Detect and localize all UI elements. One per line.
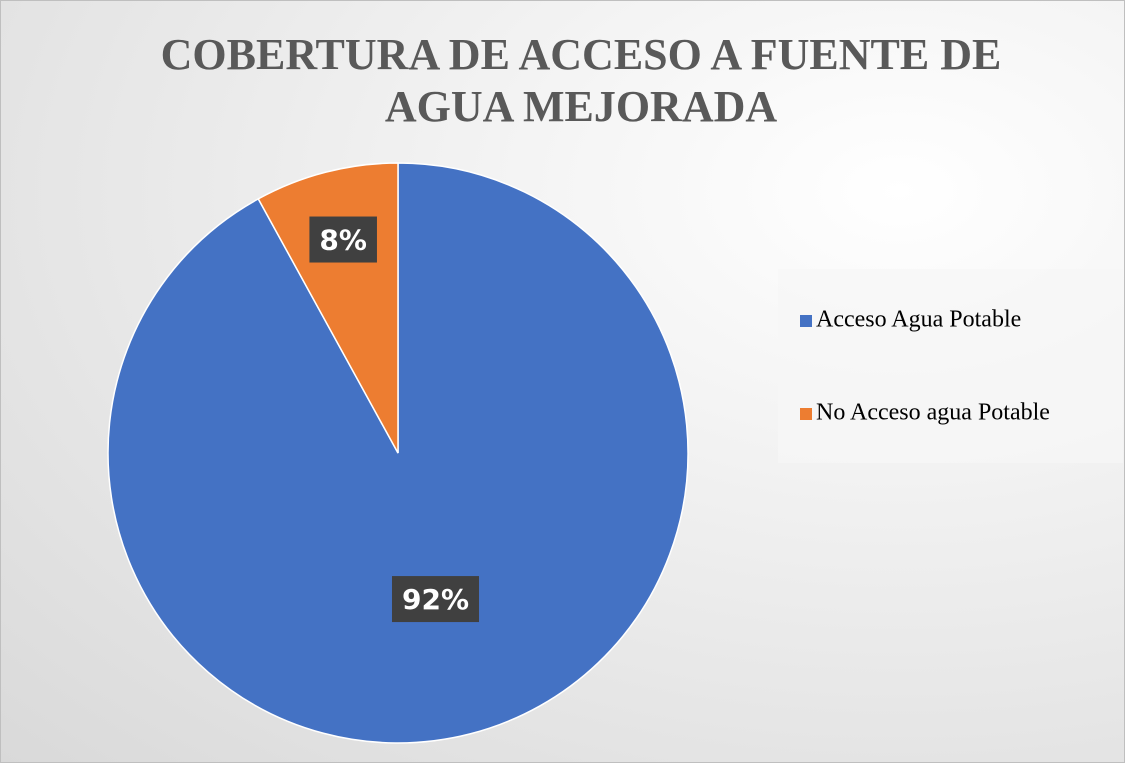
legend-swatch: [800, 408, 812, 420]
chart-title: COBERTURA DE ACCESO A FUENTE DE AGUA MEJ…: [160, 30, 1002, 131]
data-label: 8%: [319, 224, 367, 257]
legend-swatch: [800, 315, 812, 327]
legend-box: [778, 269, 1123, 463]
data-label: 92%: [402, 583, 469, 616]
data-label-box: [309, 216, 377, 263]
legend-label: No Acceso agua Potable: [816, 400, 1050, 426]
legend-label: Acceso Agua Potable: [816, 307, 1021, 333]
data-label-box: [391, 576, 480, 623]
